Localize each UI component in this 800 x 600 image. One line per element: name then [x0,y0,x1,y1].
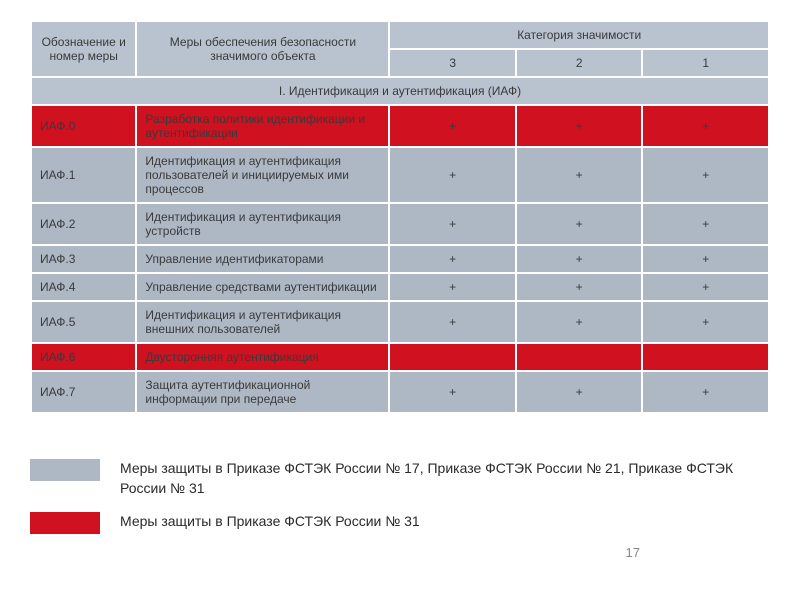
row-desc: Двусторонняя аутентификация [136,343,389,371]
section-title: I. Идентификация и аутентификация (ИАФ) [31,77,769,105]
header-cat-1: 1 [642,49,769,77]
legend-text: Меры защиты в Приказе ФСТЭК России № 17,… [120,459,770,498]
row-c3: + [389,147,516,203]
row-desc: Идентификация и аутентификация пользоват… [136,147,389,203]
legend-text: Меры защиты в Приказе ФСТЭК России № 31 [120,512,770,532]
row-desc: Защита аутентификационной информации при… [136,371,389,413]
row-c1: + [642,301,769,343]
row-c3: + [389,301,516,343]
measures-table: Обозначение и номер меры Меры обеспечени… [30,20,770,414]
table-row: ИАФ.5 Идентификация и аутентификация вне… [31,301,769,343]
row-c2 [516,343,643,371]
row-desc: Идентификация и аутентификация внешних п… [136,301,389,343]
row-c1: + [642,147,769,203]
row-id: ИАФ.0 [31,105,136,147]
row-c1: + [642,105,769,147]
legend-swatch-red [30,512,100,534]
row-c2: + [516,105,643,147]
row-c2: + [516,273,643,301]
row-desc: Управление идентификаторами [136,245,389,273]
legend: Меры защиты в Приказе ФСТЭК России № 17,… [0,459,800,534]
row-c2: + [516,301,643,343]
row-id: ИАФ.7 [31,371,136,413]
row-c1: + [642,203,769,245]
row-c1: + [642,371,769,413]
header-col-desc: Меры обеспечения безопасности значимого … [136,21,389,77]
row-c3: + [389,105,516,147]
page-number: 17 [626,545,640,560]
row-c3: + [389,245,516,273]
header-col-group: Категория значимости [389,21,769,49]
row-c3 [389,343,516,371]
table-row: ИАФ.3 Управление идентификаторами + + + [31,245,769,273]
row-c2: + [516,245,643,273]
row-c1: + [642,273,769,301]
header-col-id: Обозначение и номер меры [31,21,136,77]
header-cat-2: 2 [516,49,643,77]
row-id: ИАФ.3 [31,245,136,273]
legend-item: Меры защиты в Приказе ФСТЭК России № 31 [30,512,770,534]
row-c2: + [516,147,643,203]
row-desc: Разработка политики идентификации и ауте… [136,105,389,147]
row-c2: + [516,203,643,245]
row-c3: + [389,273,516,301]
row-c3: + [389,203,516,245]
table-row: ИАФ.4 Управление средствами аутентификац… [31,273,769,301]
table-row: ИАФ.1 Идентификация и аутентификация пол… [31,147,769,203]
header-cat-3: 3 [389,49,516,77]
row-c2: + [516,371,643,413]
table-row: ИАФ.0 Разработка политики идентификации … [31,105,769,147]
table-row: ИАФ.2 Идентификация и аутентификация уст… [31,203,769,245]
legend-item: Меры защиты в Приказе ФСТЭК России № 17,… [30,459,770,498]
table-row: ИАФ.6 Двусторонняя аутентификация [31,343,769,371]
row-c1 [642,343,769,371]
row-id: ИАФ.2 [31,203,136,245]
row-id: ИАФ.6 [31,343,136,371]
table-row: ИАФ.7 Защита аутентификационной информац… [31,371,769,413]
row-id: ИАФ.4 [31,273,136,301]
legend-swatch-blue [30,459,100,481]
row-id: ИАФ.1 [31,147,136,203]
row-desc: Управление средствами аутентификации [136,273,389,301]
row-c3: + [389,371,516,413]
row-id: ИАФ.5 [31,301,136,343]
row-c1: + [642,245,769,273]
row-desc: Идентификация и аутентификация устройств [136,203,389,245]
